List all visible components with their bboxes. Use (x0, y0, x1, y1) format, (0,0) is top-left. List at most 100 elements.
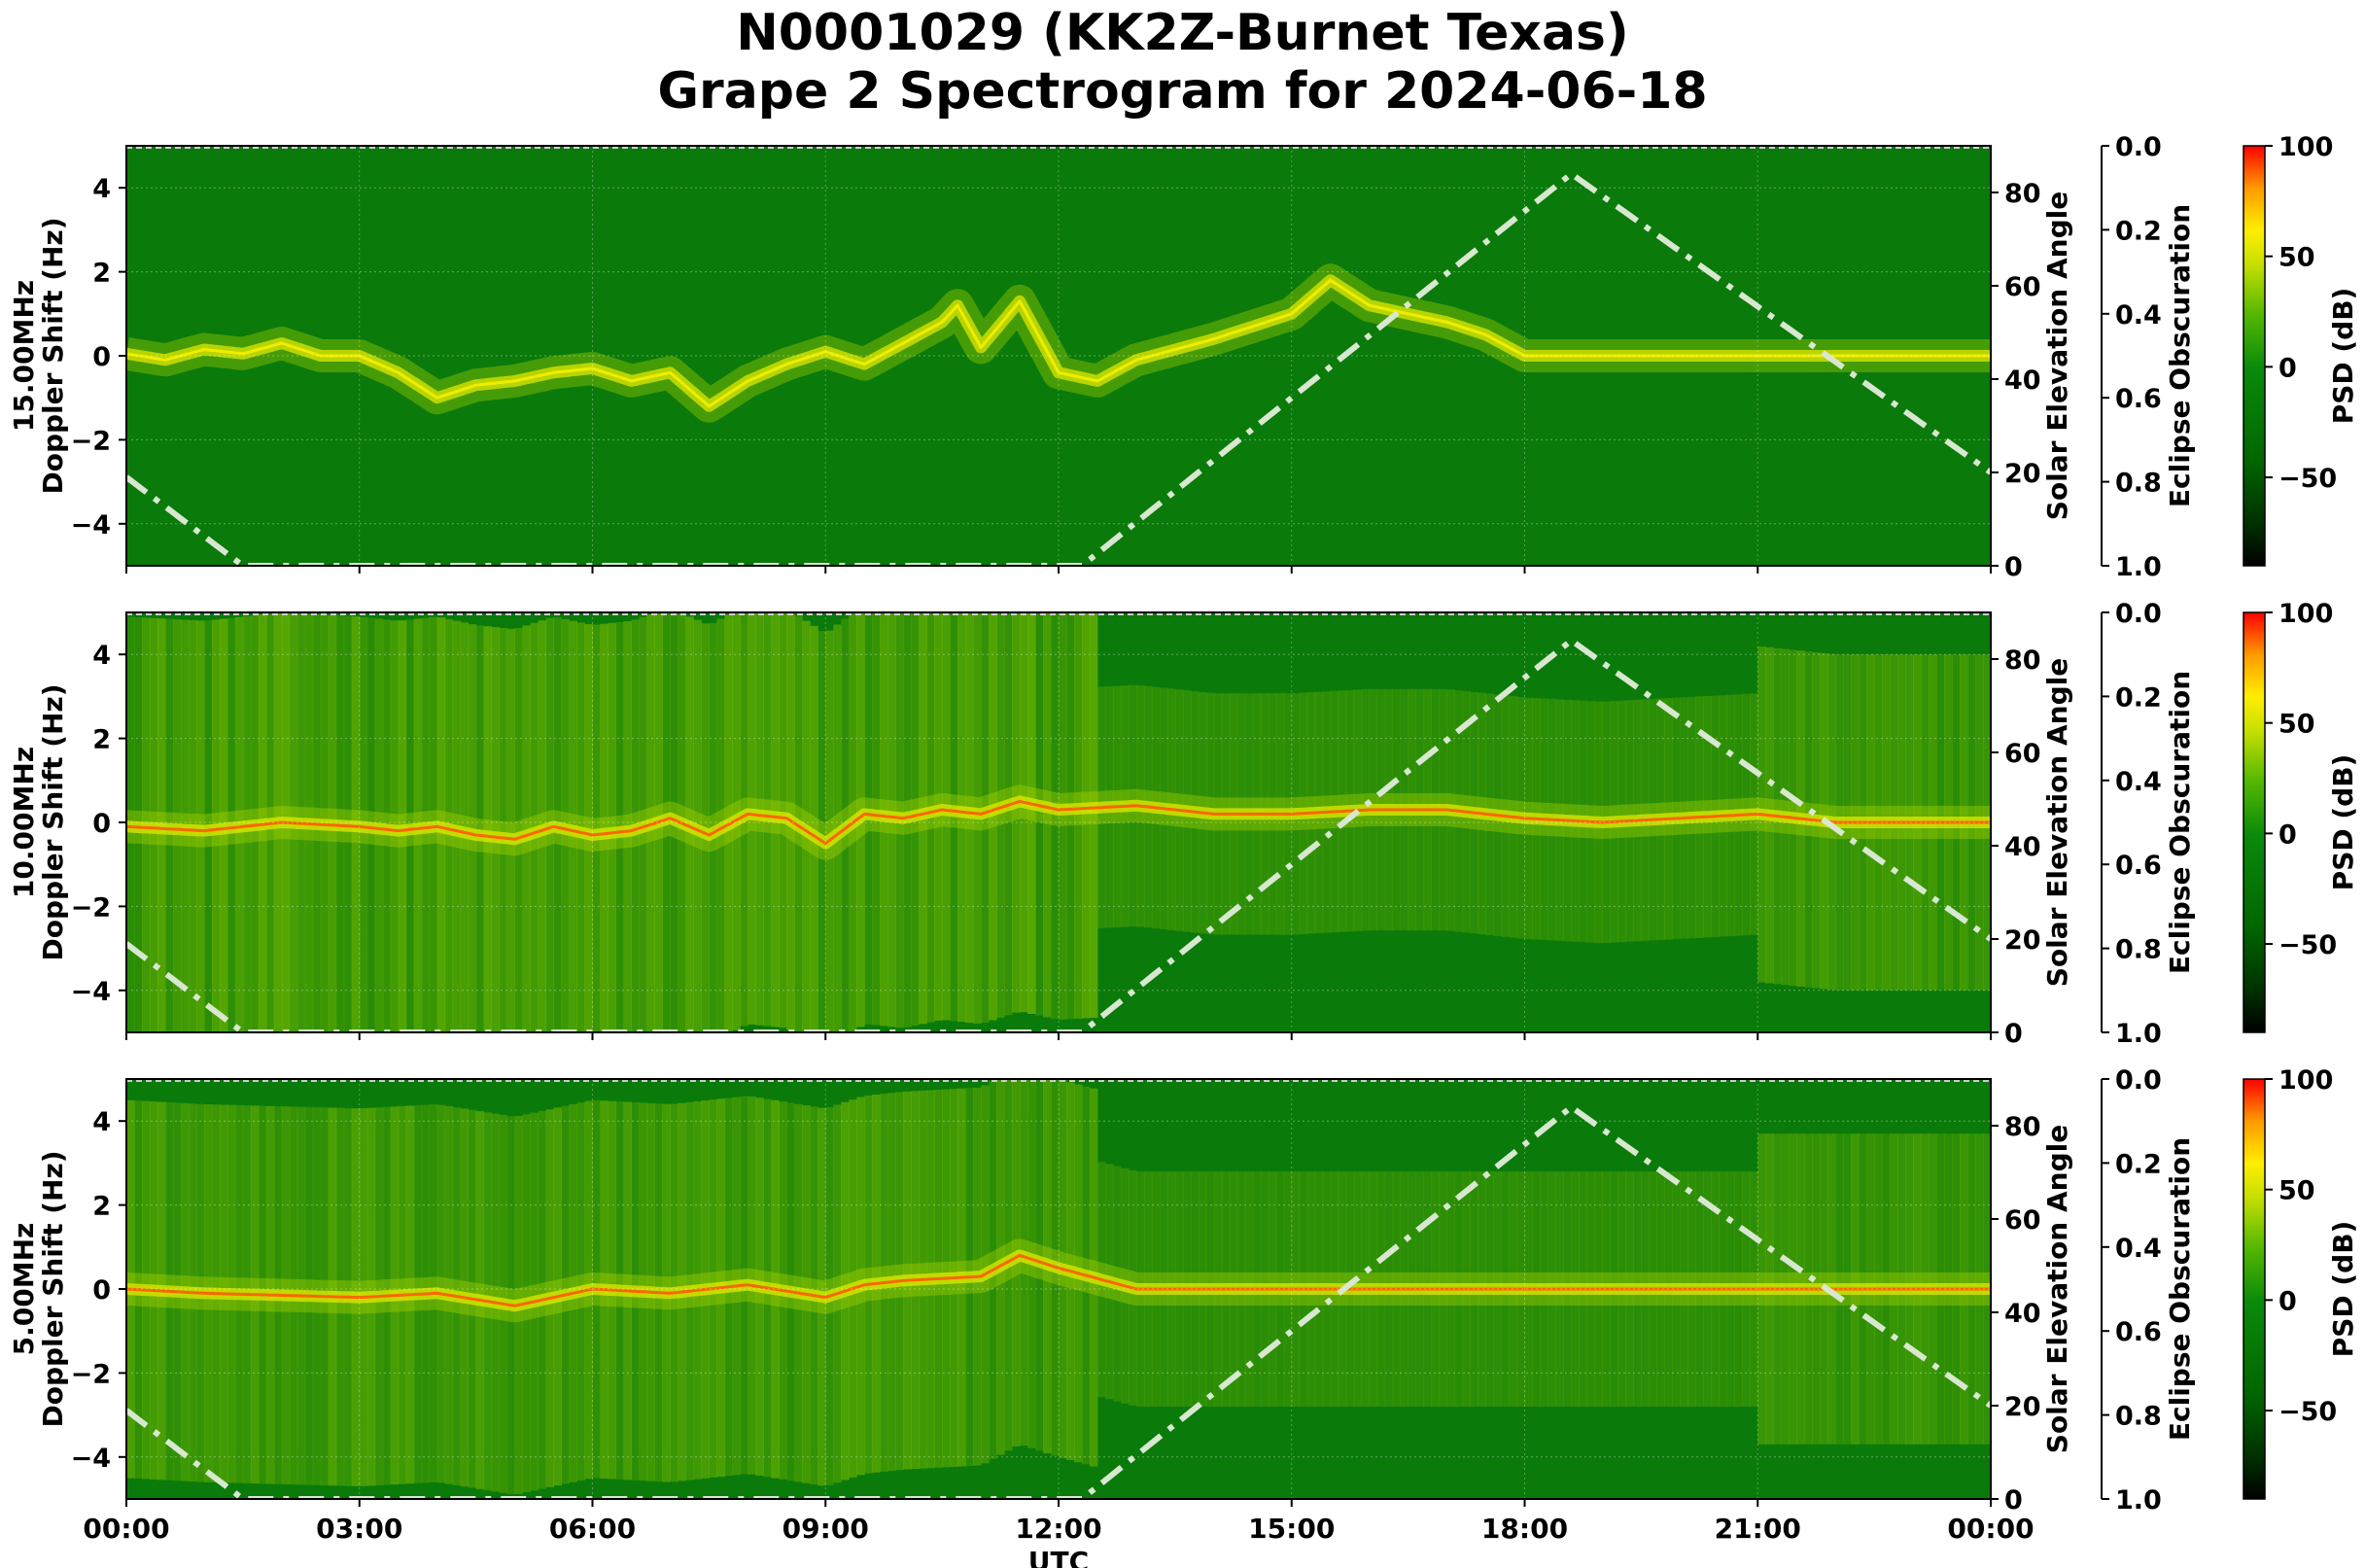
y-tick-label: −2 (71, 426, 111, 456)
elev-axis-label: Solar Elevation Angle (2041, 1125, 2073, 1453)
colorbar-label: PSD (dB) (2327, 288, 2359, 425)
colorbar-tick-label: 0 (2278, 819, 2297, 850)
eclipse-tick-label: 0.2 (2115, 1149, 2162, 1179)
elev-tick-label: 40 (2004, 366, 2041, 396)
colorbar (2243, 1078, 2266, 1500)
elev-tick-label: 20 (2004, 1392, 2041, 1422)
noise-band (592, 624, 601, 1032)
x-tick-label: 06:00 (549, 1513, 636, 1545)
elev-tick-label: 60 (2004, 739, 2041, 769)
elev-tick-label: 80 (2004, 1112, 2041, 1142)
elev-tick-label: 60 (2004, 272, 2041, 302)
y-tick-label: 4 (92, 174, 111, 204)
eclipse-axis-label: Eclipse Obscuration (2164, 671, 2196, 974)
x-tick-label: 12:00 (1015, 1513, 1101, 1545)
spectrogram-area (126, 612, 1991, 1032)
y-axis-label: Doppler Shift (Hz) (37, 683, 69, 960)
elev-tick-label: 20 (2004, 459, 2041, 489)
colorbar-tick-label: 100 (2278, 132, 2333, 162)
x-tick-label: 21:00 (1715, 1513, 1801, 1545)
eclipse-tick-label: 0.8 (2115, 469, 2162, 499)
noise-band (1051, 612, 1060, 1020)
eclipse-tick-label: 0.6 (2115, 384, 2162, 414)
colorbar-tick-label: −50 (2278, 930, 2337, 960)
y-tick-label: 0 (92, 1275, 111, 1306)
eclipse-axis-label: Eclipse Obscuration (2164, 204, 2196, 507)
colorbar-tick-label: −50 (2278, 464, 2337, 494)
y-tick-label: 0 (92, 342, 111, 372)
elev-tick-label: 80 (2004, 179, 2041, 209)
noise-band (522, 625, 532, 1032)
eclipse-tick-label: 1.0 (2115, 552, 2162, 582)
elev-tick-label: 0 (2004, 1019, 2023, 1049)
colorbar (2243, 145, 2266, 567)
noise-band (1089, 612, 1098, 1019)
noise-band (817, 631, 826, 1032)
colorbar-tick-label: −50 (2278, 1397, 2337, 1427)
noise-band (942, 612, 951, 1021)
eclipse-tick-label: 0.6 (2115, 1317, 2162, 1347)
eclipse-tick-label: 0.4 (2115, 300, 2162, 331)
noise-band (499, 627, 508, 1032)
carrier-trace (126, 1253, 1991, 1307)
elev-tick-label: 40 (2004, 832, 2041, 862)
noise-band (506, 628, 516, 1032)
noise-band (483, 626, 493, 1032)
x-tick-label: 00:00 (83, 1513, 169, 1545)
x-tick-label: 18:00 (1481, 1513, 1568, 1545)
carrier-trace (126, 799, 1991, 846)
elev-axis-label: Solar Elevation Angle (2041, 192, 2073, 520)
x-tick-label: 03:00 (316, 1513, 402, 1545)
eclipse-axis-label: Eclipse Obscuration (2164, 1137, 2196, 1441)
colorbar-tick-label: 50 (2278, 243, 2315, 273)
y-tick-label: 2 (92, 1192, 111, 1222)
y-tick-label: 2 (92, 725, 111, 755)
noise-band (475, 625, 485, 1032)
x-tick-label: 00:00 (1947, 1513, 2034, 1545)
eclipse-tick-label: 0.0 (2115, 599, 2162, 629)
eclipse-tick-label: 0.0 (2115, 1065, 2162, 1096)
colorbar-tick-label: 50 (2278, 1176, 2315, 1206)
eclipse-tick-label: 0.8 (2115, 935, 2162, 965)
noise-band (1004, 612, 1013, 1016)
y-tick-label: 2 (92, 259, 111, 289)
elev-tick-label: 0 (2004, 1485, 2023, 1516)
colorbar-tick-label: 0 (2278, 353, 2297, 383)
elev-axis-label: Solar Elevation Angle (2041, 658, 2073, 987)
noise-band (1020, 612, 1028, 1013)
y-tick-label: −2 (71, 892, 111, 923)
noise-band (1081, 612, 1091, 1019)
noise-band (1073, 612, 1083, 1019)
y-tick-label: 4 (92, 641, 111, 671)
colorbar-label: PSD (dB) (2327, 754, 2359, 891)
frequency-label: 10.00MHz (8, 747, 40, 898)
frequency-label: 15.00MHz (8, 280, 40, 432)
carrier-trace (126, 278, 1991, 408)
noise-band (491, 627, 501, 1032)
y-axis-label: Doppler Shift (Hz) (37, 1150, 69, 1427)
x-axis-label: UTC (1028, 1546, 1089, 1568)
elev-tick-label: 40 (2004, 1299, 2041, 1329)
y-tick-label: −4 (71, 977, 111, 1007)
noise-band (1012, 612, 1021, 1013)
eclipse-tick-label: 1.0 (2115, 1485, 2162, 1516)
figure-title-line1: N0001029 (KK2Z-Burnet Texas) (736, 4, 1629, 62)
colorbar (2243, 611, 2266, 1033)
eclipse-tick-label: 0.4 (2115, 767, 2162, 797)
colorbar-tick-label: 100 (2278, 1065, 2333, 1096)
colorbar-label: PSD (dB) (2327, 1221, 2359, 1358)
x-tick-label: 09:00 (783, 1513, 869, 1545)
noise-band (1065, 612, 1075, 1020)
y-axis-label: Doppler Shift (Hz) (37, 217, 69, 494)
figure-title-line2: Grape 2 Spectrogram for 2024-06-18 (657, 62, 1708, 121)
spectrogram-area (126, 146, 1991, 566)
y-tick-label: −2 (71, 1359, 111, 1389)
y-tick-label: −4 (71, 1444, 111, 1474)
colorbar-tick-label: 100 (2278, 599, 2333, 629)
noise-band (1027, 612, 1036, 1014)
eclipse-tick-label: 0.6 (2115, 851, 2162, 881)
